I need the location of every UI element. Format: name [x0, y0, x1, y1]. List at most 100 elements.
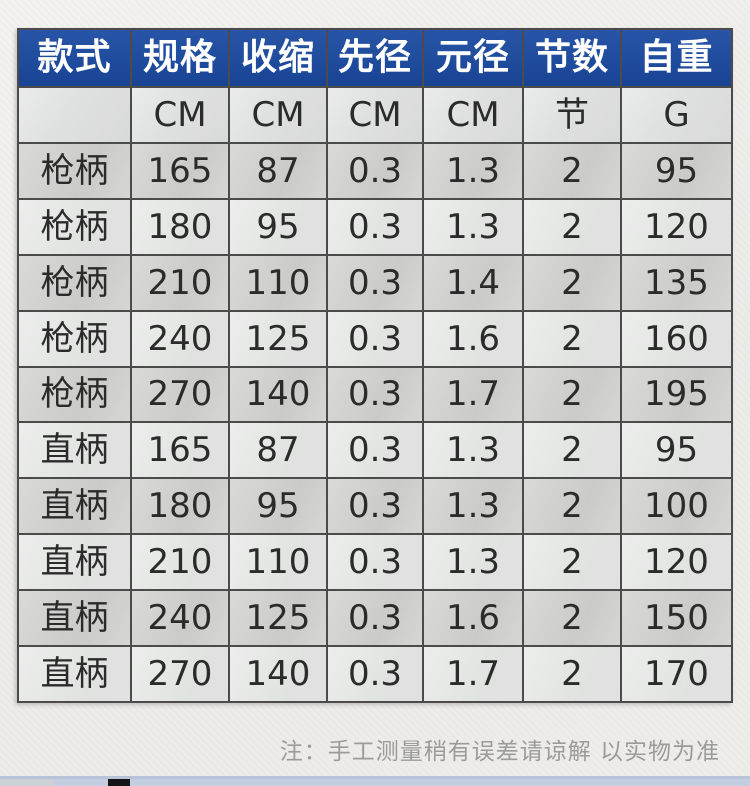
table-cell: 87 — [228, 421, 328, 480]
table-cell: 240 — [130, 589, 230, 648]
table-cell: 120 — [620, 197, 733, 256]
header-cell: 节数 — [522, 28, 622, 88]
table-cell: 110 — [228, 533, 328, 592]
table-cell: 210 — [130, 533, 230, 592]
table-cell: 0.3 — [326, 421, 424, 480]
table-cell: 0.3 — [326, 197, 424, 256]
table-cell: 180 — [130, 477, 230, 536]
table-cell: 0.3 — [326, 309, 424, 368]
table-cell: 240 — [130, 309, 230, 368]
table-cell: 0.3 — [326, 589, 424, 648]
table-cell: 直柄 — [17, 589, 132, 648]
table-cell: 120 — [620, 533, 733, 592]
table-cell: 2 — [522, 309, 622, 368]
table-cell: 节 — [522, 86, 622, 144]
header-cell: 元径 — [422, 28, 524, 88]
table-cell: 枪柄 — [17, 365, 132, 424]
table-cell: CM — [326, 86, 424, 144]
table-cell: 直柄 — [17, 477, 132, 536]
table-cell: 140 — [228, 365, 328, 424]
table-row: 直柄 210 110 0.3 1.3 2 120 — [17, 533, 733, 592]
table-cell: 1.3 — [422, 421, 524, 480]
table-cell: 直柄 — [17, 645, 132, 703]
table-cell: 87 — [228, 141, 328, 200]
table-cell: 270 — [130, 645, 230, 703]
table-cell: 160 — [620, 309, 733, 368]
table-cell: 100 — [620, 477, 733, 536]
table-cell: 180 — [130, 197, 230, 256]
table-row: 枪柄 240 125 0.3 1.6 2 160 — [17, 309, 733, 368]
table-cell: 枪柄 — [17, 197, 132, 256]
table-cell: 150 — [620, 589, 733, 648]
table-cell: 2 — [522, 645, 622, 703]
table-cell: 125 — [228, 589, 328, 648]
table-cell: 95 — [228, 197, 328, 256]
next-image-divider-line — [0, 776, 750, 779]
table-cell: G — [620, 86, 733, 144]
table-cell: 1.7 — [422, 645, 524, 703]
table-cell: 135 — [620, 253, 733, 312]
next-image-strip — [0, 779, 750, 786]
table-cell: 2 — [522, 533, 622, 592]
table-row: 直柄 180 95 0.3 1.3 2 100 — [17, 477, 733, 536]
table-cell: 2 — [522, 141, 622, 200]
table-cell: 1.7 — [422, 365, 524, 424]
table-cell: 直柄 — [17, 421, 132, 480]
table-cell: 0.3 — [326, 645, 424, 703]
next-image-dark-object — [108, 779, 130, 786]
table-cell: 125 — [228, 309, 328, 368]
table-cell: 1.3 — [422, 141, 524, 200]
table-cell: 1.3 — [422, 197, 524, 256]
table-cell: CM — [130, 86, 230, 144]
table-cell: 140 — [228, 645, 328, 703]
table-cell: 枪柄 — [17, 309, 132, 368]
header-cell: 先径 — [326, 28, 424, 88]
table-cell: 0.3 — [326, 477, 424, 536]
table-cell: 2 — [522, 365, 622, 424]
table-cell: 2 — [522, 197, 622, 256]
table-cell: CM — [228, 86, 328, 144]
table-cell: 2 — [522, 421, 622, 480]
header-cell: 规格 — [130, 28, 230, 88]
table-cell: 95 — [620, 421, 733, 480]
table-row: 直柄 240 125 0.3 1.6 2 150 — [17, 589, 733, 648]
table-cell: 枪柄 — [17, 253, 132, 312]
table-cell: 165 — [130, 141, 230, 200]
table-cell: 110 — [228, 253, 328, 312]
table-cell: 0.3 — [326, 253, 424, 312]
header-cell: 收缩 — [228, 28, 328, 88]
units-row: CM CM CM CM 节 G — [17, 86, 733, 144]
table-row: 枪柄 210 110 0.3 1.4 2 135 — [17, 253, 733, 312]
table-row: 直柄 165 87 0.3 1.3 2 95 — [17, 421, 733, 480]
table-cell: 1.3 — [422, 477, 524, 536]
table-row: 直柄 270 140 0.3 1.7 2 170 — [17, 645, 733, 703]
table-cell: CM — [422, 86, 524, 144]
note-text: 注：手工测量稍有误差请谅解 以实物为准 — [279, 739, 720, 765]
table-cell: 210 — [130, 253, 230, 312]
header-cell: 款式 — [17, 28, 132, 88]
table-cell: 枪柄 — [17, 141, 132, 200]
table-cell: 165 — [130, 421, 230, 480]
table-cell: 0.3 — [326, 365, 424, 424]
table-cell: 1.4 — [422, 253, 524, 312]
spec-table: 款式 规格 收缩 先径 元径 节数 自重 CM CM CM CM 节 G 枪柄 165 87 0.3 1.3 2 9… — [17, 28, 733, 703]
table-cell: 95 — [228, 477, 328, 536]
table-cell: 270 — [130, 365, 230, 424]
table-cell: 1.3 — [422, 533, 524, 592]
table-cell: 1.6 — [422, 309, 524, 368]
table-cell: 直柄 — [17, 533, 132, 592]
table-cell: 170 — [620, 645, 733, 703]
table-row: 枪柄 165 87 0.3 1.3 2 95 — [17, 141, 733, 200]
header-cell: 自重 — [620, 28, 733, 88]
table-cell: 0.3 — [326, 533, 424, 592]
table-cell: 2 — [522, 589, 622, 648]
table-cell: 95 — [620, 141, 733, 200]
table-row: 枪柄 180 95 0.3 1.3 2 120 — [17, 197, 733, 256]
table-cell: 0.3 — [326, 141, 424, 200]
table-cell: 2 — [522, 477, 622, 536]
header-row: 款式 规格 收缩 先径 元径 节数 自重 — [17, 28, 733, 88]
table-cell: 195 — [620, 365, 733, 424]
table-row: 枪柄 270 140 0.3 1.7 2 195 — [17, 365, 733, 424]
table-cell: 2 — [522, 253, 622, 312]
